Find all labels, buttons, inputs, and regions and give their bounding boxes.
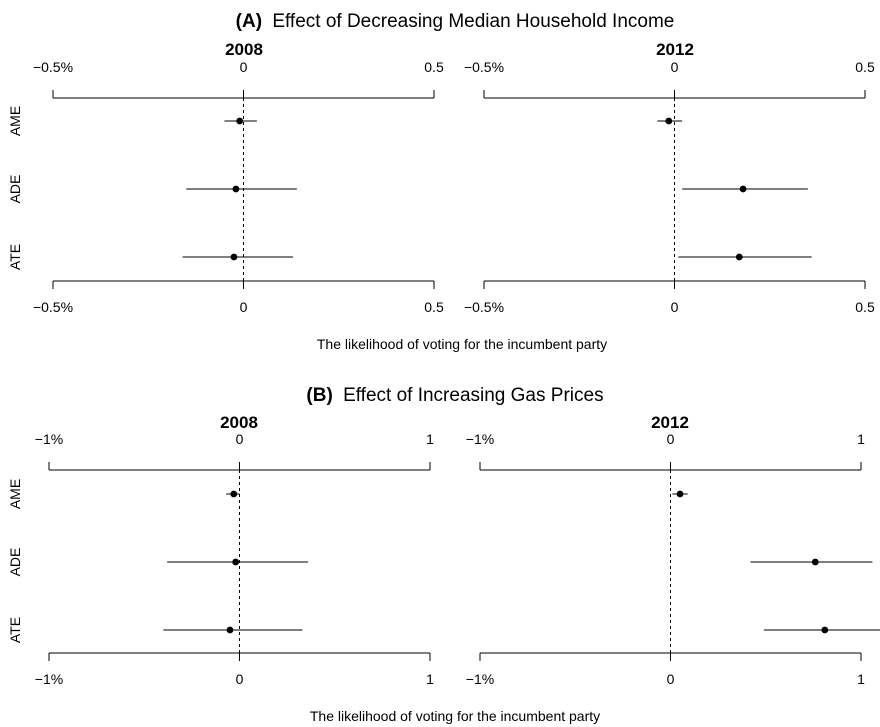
p1-s0-category-label: ADE <box>7 548 23 577</box>
p1-s0-point-ame <box>230 490 238 498</box>
p0-s1-top-tick-label: 0.5 <box>855 59 875 75</box>
p0-s1-bottom-tick-label: 0 <box>671 299 679 315</box>
p1-s0-top-tick-label: −1% <box>35 431 63 447</box>
p1-s1-point-ate <box>821 626 829 634</box>
p1-s1-top-tick-label: 1 <box>857 431 865 447</box>
panel-b-title-text: Effect of Increasing Gas Prices <box>343 385 604 406</box>
p0-s0-bottom-tick-label: 0.5 <box>424 299 444 315</box>
p0-s0-top-tick-label: 0 <box>240 59 248 75</box>
p1-s1-top-tick-label: 0 <box>667 431 675 447</box>
p1-s0-bottom-tick-label: −1% <box>35 671 63 687</box>
p0-s0-bottom-tick-label: −0.5% <box>33 299 73 315</box>
p0-s0-category-label: ADE <box>7 175 23 204</box>
p1-s0-bottom-tick-label: 0 <box>236 671 244 687</box>
p1-s0-category-label: ATE <box>7 617 23 643</box>
p0-s1-point-ame <box>665 117 673 125</box>
p0-s1-top-tick-label: 0 <box>671 59 679 75</box>
p0-s0-point-ade <box>232 185 240 193</box>
panel-a-title-text: Effect of Decreasing Median Household In… <box>272 11 674 32</box>
p0-s1-point-ade <box>739 185 747 193</box>
panel-b-label: (B) <box>306 385 332 406</box>
p0-s1-bottom-tick-label: 0.5 <box>855 299 875 315</box>
panel-b-title: (B) Effect of Increasing Gas Prices <box>306 385 603 406</box>
p1-s0-category-label: AME <box>7 479 23 509</box>
p0-s1-top-tick-label: −0.5% <box>464 59 504 75</box>
panel-b-right-year: 2012 <box>651 413 689 432</box>
p1-s1-point-ame <box>676 490 684 498</box>
panel-a-title: (A) Effect of Decreasing Median Househol… <box>236 11 675 32</box>
panel-a-left-year: 2008 <box>225 40 263 59</box>
p1-s1-point-ade <box>811 558 819 566</box>
panel-a-right-year: 2012 <box>656 40 694 59</box>
p1-s0-top-tick-label: 1 <box>426 431 434 447</box>
p0-s0-top-tick-label: −0.5% <box>33 59 73 75</box>
panel-b-left-year: 2008 <box>220 413 258 432</box>
panel-a-xlabel: The likelihood of voting for the incumbe… <box>317 336 607 352</box>
p0-s0-top-tick-label: 0.5 <box>424 59 444 75</box>
p0-s1-point-ate <box>735 253 743 261</box>
p0-s0-category-label: AME <box>7 106 23 136</box>
p0-s0-point-ame <box>236 117 244 125</box>
p1-s1-bottom-tick-label: 1 <box>857 671 865 687</box>
p1-s0-top-tick-label: 0 <box>236 431 244 447</box>
subplots-layer: −0.5% 0 0.5 −0.5% 0 0.5 AME ADE ATE −0.5% 0 0.5 −0.5… <box>7 59 880 687</box>
p0-s1-bottom-tick-label: −0.5% <box>464 299 504 315</box>
p1-s0-point-ade <box>232 558 240 566</box>
p1-s1-bottom-tick-label: 0 <box>667 671 675 687</box>
panel-a-label: (A) <box>236 11 262 32</box>
p0-s0-bottom-tick-label: 0 <box>240 299 248 315</box>
p0-s0-category-label: ATE <box>7 244 23 270</box>
panel-b-xlabel: The likelihood of voting for the incumbe… <box>310 708 600 724</box>
p1-s1-bottom-tick-label: −1% <box>466 671 494 687</box>
p1-s0-bottom-tick-label: 1 <box>426 671 434 687</box>
p1-s1-top-tick-label: −1% <box>466 431 494 447</box>
p0-s0-point-ate <box>230 253 238 261</box>
p1-s0-point-ate <box>226 626 234 634</box>
